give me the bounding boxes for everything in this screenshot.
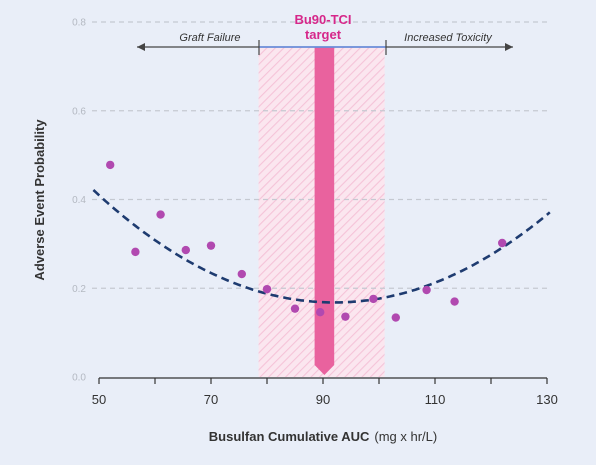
data-point-7 xyxy=(290,304,300,313)
x-axis: 50 70 90 110 130 xyxy=(92,377,558,407)
data-point-3 xyxy=(181,245,190,255)
y-axis-ticks: 0.0 0.2 0.4 0.6 0.8 xyxy=(72,18,86,384)
data-point-6 xyxy=(262,284,272,294)
x-axis-title-main: Busulfan Cumulative AUC xyxy=(209,429,370,444)
x-tick-label-110: 110 xyxy=(425,392,446,407)
data-point-0 xyxy=(106,160,115,170)
x-axis-title-unit: (mg x hr/L) xyxy=(374,429,437,444)
data-point-5 xyxy=(237,269,246,279)
fit-curve-layer xyxy=(92,189,551,304)
y-tick-label-3: 0.6 xyxy=(72,106,86,117)
arrow-right-icon xyxy=(505,43,513,51)
y-tick-label-4: 0.8 xyxy=(72,18,86,29)
right-region-label: Increased Toxicity xyxy=(404,32,493,44)
data-point-11 xyxy=(391,313,400,322)
target-center-bar xyxy=(314,47,335,375)
fit-curve xyxy=(92,189,551,304)
left-region-label: Graft Failure xyxy=(179,32,240,44)
x-axis-title: Busulfan Cumulative AUC (mg x hr/L) xyxy=(209,429,437,444)
data-points xyxy=(106,160,507,322)
y-tick-label-0: 0.0 xyxy=(72,373,86,384)
target-label-line2: target xyxy=(305,27,342,42)
data-point-2 xyxy=(156,210,165,219)
data-point-13 xyxy=(450,297,459,306)
x-tick-label-90: 90 xyxy=(316,392,330,407)
data-point-14 xyxy=(498,238,507,248)
annotations: Graft Failure Increased Toxicity Bu90-TC… xyxy=(137,12,513,55)
data-point-9 xyxy=(341,312,350,321)
x-tick-label-50: 50 xyxy=(92,392,106,407)
y-tick-label-1: 0.2 xyxy=(72,284,86,295)
data-point-10 xyxy=(369,294,378,304)
data-point-12 xyxy=(422,285,431,295)
data-point-8 xyxy=(316,308,325,317)
y-axis-title: Adverse Event Probability xyxy=(32,119,47,281)
data-point-1 xyxy=(131,247,140,257)
data-point-4 xyxy=(206,241,216,250)
target-label-line1: Bu90-TCI xyxy=(294,12,351,27)
y-tick-label-2: 0.4 xyxy=(72,195,86,206)
target-center-layer xyxy=(314,47,335,375)
x-tick-label-130: 130 xyxy=(536,392,558,407)
x-tick-label-70: 70 xyxy=(204,392,218,407)
arrow-left-icon xyxy=(137,43,145,51)
